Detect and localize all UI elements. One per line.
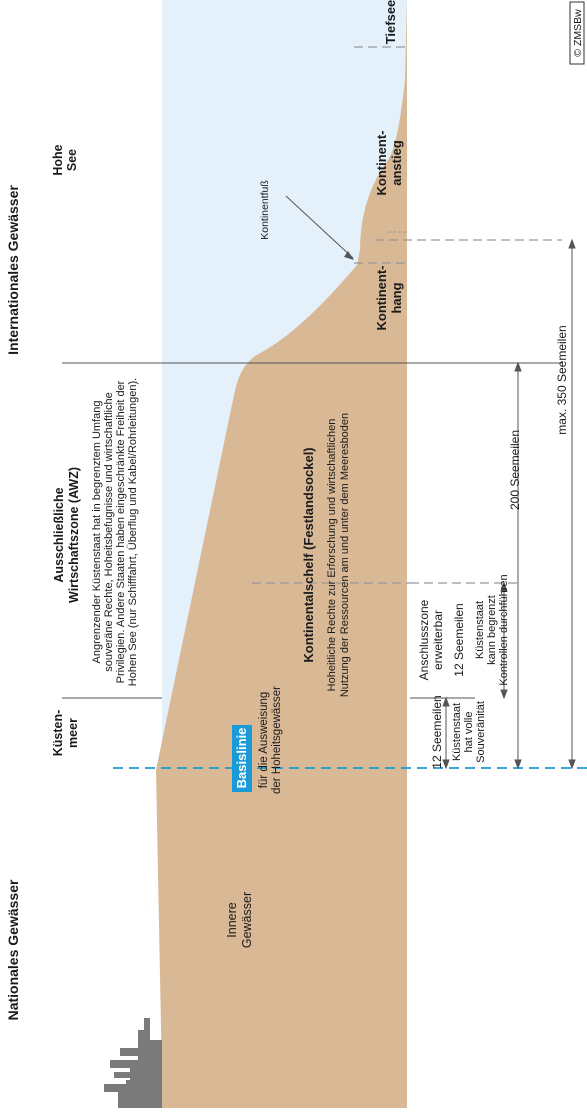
- kuestenmeer-1: Küsten-: [51, 710, 65, 757]
- shelf-title: Kontinentalschelf (Festlandsockel): [301, 447, 316, 662]
- kontinentfuss-label: Kontinentfuß: [259, 180, 271, 240]
- sm350-label: max. 350 Seemeilen: [555, 325, 569, 434]
- kontinentfuss-pointer: [285, 195, 354, 259]
- kuestenmeer-2: meer: [66, 718, 80, 748]
- hohe-see-2: See: [65, 149, 79, 171]
- kontrollen-2: kann begrenzt: [486, 595, 498, 665]
- kontinentfuss-arrowhead: [344, 251, 354, 260]
- sm12-anschluss: 12 Seemeilen: [452, 603, 466, 676]
- souveraenitaet-1: Küstenstaat: [451, 703, 463, 761]
- innere-gewaesser-2: Gewässer: [240, 892, 254, 948]
- basislinie-desc-1: für die Ausweisung: [258, 692, 270, 789]
- awz-desc-3: Privilegien. Andere Staaten haben einges…: [115, 380, 127, 683]
- innere-gewaesser-1: Innere: [225, 902, 239, 937]
- seabed-land: [156, 0, 407, 1108]
- measurement-arrows: [442, 238, 576, 770]
- tiefsee-label: Tiefsee: [383, 0, 398, 44]
- kontinentanstieg-2: anstieg: [389, 140, 404, 186]
- heading-international: Internationales Gewässer: [5, 185, 21, 355]
- basislinie-desc-2: der Hoheitsgewässer: [271, 686, 283, 794]
- hohe-see-1: Hohe: [51, 144, 65, 175]
- awz-desc-4: Hohen See (nur Schifffahrt, Überflug und…: [127, 378, 139, 686]
- sm200-label: 200 Seemeilen: [508, 430, 522, 510]
- shelf-desc-2: Nutzung der Ressourcen am und unter dem …: [339, 413, 351, 697]
- shelf-desc-1: Hoheitliche Rechte zur Erforschung und w…: [326, 419, 338, 692]
- coastal-city-skyline: [104, 1018, 162, 1108]
- basislinie-label: Basislinie: [234, 728, 249, 789]
- awz-desc-2: souveräne Rechte, Hoheitsbefugnisse und …: [103, 392, 115, 671]
- awz-title-1: Ausschließliche: [52, 487, 66, 582]
- basislinie-box: [232, 725, 252, 792]
- kontrollen-1: Küstenstaat: [474, 601, 486, 659]
- heading-national: Nationales Gewässer: [5, 879, 21, 1020]
- souveraenitaet-2: hat volle: [463, 712, 475, 753]
- souveraenitaet-3: Souveränität: [475, 701, 487, 763]
- copyright-label: © ZMSBw: [572, 9, 584, 57]
- copyright-box: [569, 1, 585, 65]
- boundary-lines: [62, 46, 562, 699]
- anschlusszone-1: Anschlusszone: [417, 599, 431, 680]
- kontinenthang-1: Kontinent-: [374, 266, 389, 331]
- kontinentanstieg-1: Kontinent-: [374, 131, 389, 196]
- kontrollen-3: Kontrollen durchführen: [498, 574, 510, 685]
- awz-desc-1: Angrenzender Küstenstaat hat in begrenzt…: [91, 401, 103, 664]
- awz-title-2: Wirtschaftszone (AWZ): [67, 467, 81, 603]
- anschlusszone-2: erweiterbar: [431, 610, 445, 670]
- sm12-territorial: 12 Seemeilen: [430, 695, 444, 768]
- kontinenthang-2: hang: [389, 282, 404, 313]
